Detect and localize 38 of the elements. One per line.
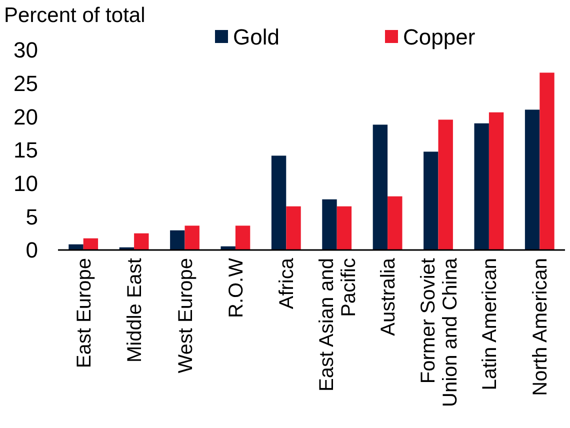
bar bbox=[488, 112, 504, 250]
legend-label: Copper bbox=[403, 24, 476, 50]
bar bbox=[271, 156, 286, 250]
y-tick-label: 10 bbox=[14, 171, 38, 196]
x-tick-label: North American bbox=[530, 258, 552, 396]
bar bbox=[170, 230, 185, 250]
y-tick-label: 25 bbox=[14, 71, 38, 96]
x-tick-label: Former Soviet Union and China bbox=[417, 257, 462, 407]
bar bbox=[474, 123, 489, 250]
bar bbox=[83, 238, 98, 250]
bar bbox=[540, 72, 554, 250]
y-tick-label: 20 bbox=[14, 104, 38, 130]
bar bbox=[424, 152, 438, 250]
bar bbox=[372, 124, 388, 250]
bar bbox=[524, 110, 540, 250]
y-axis-title: Percent of total bbox=[4, 4, 146, 27]
bar bbox=[438, 120, 453, 250]
bar bbox=[286, 206, 301, 250]
y-tick-label: 5 bbox=[26, 204, 38, 230]
y-tick-label: 30 bbox=[14, 38, 38, 63]
bar bbox=[322, 199, 337, 250]
bar bbox=[336, 206, 352, 250]
x-tick-label: East Europe bbox=[73, 258, 96, 368]
x-tick-label: Latin American bbox=[478, 258, 501, 390]
legend-label: Gold bbox=[233, 24, 280, 50]
bar bbox=[134, 233, 149, 250]
bar bbox=[68, 244, 84, 250]
bar bbox=[184, 226, 200, 250]
x-tick-label: Africa bbox=[276, 257, 298, 310]
bar bbox=[235, 226, 250, 250]
bar bbox=[388, 196, 402, 250]
y-tick-label: 0 bbox=[26, 238, 38, 263]
x-tick-label: West Europe bbox=[174, 258, 197, 374]
y-tick-label: 15 bbox=[14, 138, 38, 163]
x-tick-label: Australia bbox=[378, 257, 400, 336]
x-tick-label: Middle East bbox=[124, 258, 146, 362]
x-tick-label: East Asian and Pacific bbox=[316, 258, 360, 392]
x-tick-label: R.O.W bbox=[225, 258, 248, 318]
